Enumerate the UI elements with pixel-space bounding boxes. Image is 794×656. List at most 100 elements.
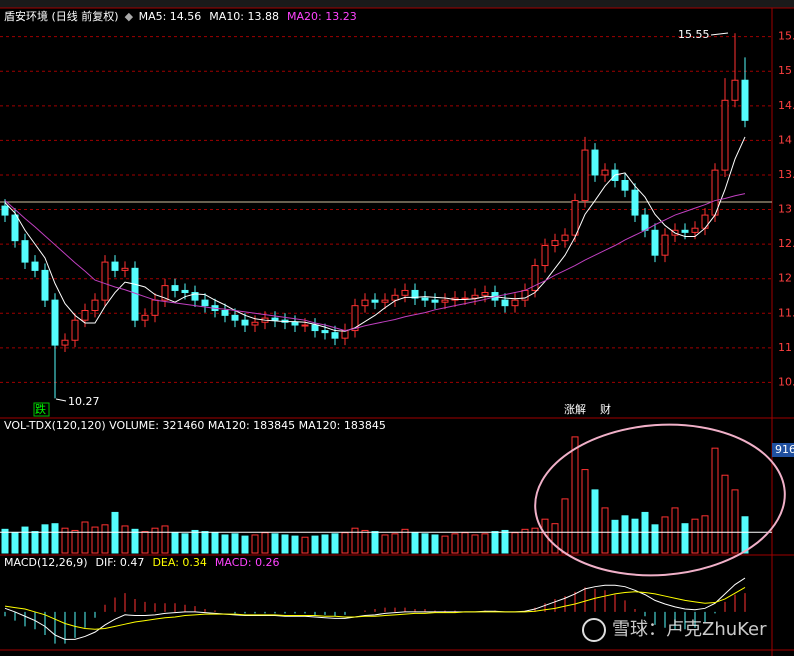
volume-bar — [721, 474, 729, 554]
candle-body — [1, 205, 9, 216]
volume-bar — [481, 533, 489, 554]
watermark-logo — [582, 618, 606, 642]
axis-label: 916 — [775, 443, 794, 456]
volume-bar — [551, 523, 559, 554]
candle-body — [291, 321, 299, 326]
candle-body — [361, 299, 369, 307]
volume-bar — [421, 533, 429, 554]
volume-bar — [251, 534, 259, 554]
candle-body — [541, 245, 549, 267]
chart-title: 盾安环境 (日线 前复权) — [4, 9, 119, 23]
candle-body — [561, 234, 569, 242]
candle-body — [371, 299, 379, 303]
volume-bar — [121, 525, 129, 554]
volume-bar — [61, 527, 69, 554]
volume-bar — [381, 534, 389, 554]
candle-body — [571, 200, 579, 236]
volume-bar — [231, 533, 239, 554]
y-tick-label: 10.5 — [778, 375, 794, 388]
candle-body — [721, 99, 729, 171]
highlight-circle — [534, 423, 786, 577]
candle-body — [351, 305, 359, 332]
volume-bar — [161, 525, 169, 554]
legend-item: MA5: 14.56 — [139, 10, 202, 23]
volume-bar — [521, 528, 529, 554]
volume-title: VOL-TDX(120,120) VOLUME: 321460 MA120: 1… — [4, 419, 386, 432]
volume-bar — [401, 528, 409, 554]
volume-bar — [361, 529, 369, 554]
y-tick-label: 13.5 — [778, 168, 794, 181]
volume-bar — [71, 529, 79, 554]
candle-body — [221, 310, 229, 316]
volume-bar — [651, 524, 659, 554]
candle-body — [31, 261, 39, 271]
legend-marker: ◆ — [125, 10, 134, 23]
volume-bar — [91, 526, 99, 554]
volume-bar — [571, 436, 579, 554]
candle-body — [651, 229, 659, 256]
y-tick-label: 12 — [778, 272, 792, 285]
candle-body — [11, 214, 19, 242]
volume-bar — [621, 515, 629, 554]
low-label: 10.27 — [68, 395, 100, 408]
volume-bar — [561, 498, 569, 554]
line — [4, 577, 746, 640]
volume-bar — [391, 533, 399, 554]
volume-bar — [411, 532, 419, 554]
volume-bar — [451, 533, 459, 554]
volume-bar — [181, 533, 189, 554]
candle-body — [21, 240, 29, 263]
volume-bar — [201, 531, 209, 554]
y-tick-label: 11.5 — [778, 306, 794, 319]
volume-bar — [31, 531, 39, 554]
legend-item: MA10: 13.88 — [209, 10, 279, 23]
y-tick-label: 15.5 — [778, 30, 794, 43]
y-tick-label: 14 — [778, 133, 792, 146]
volume-bar — [271, 533, 279, 554]
volume-bar — [711, 447, 719, 554]
volume-bar — [511, 532, 519, 554]
volume-bar — [101, 524, 109, 554]
line — [4, 193, 746, 332]
candle-body — [731, 79, 739, 101]
candle-body — [661, 234, 669, 256]
candle-body — [471, 294, 479, 299]
axis-box — [772, 443, 794, 457]
volume-bar — [351, 527, 359, 554]
volume-bar — [151, 527, 159, 554]
volume-bar — [631, 518, 639, 554]
volume-bar — [301, 536, 309, 554]
candle-body — [481, 292, 489, 296]
candle-body — [421, 297, 429, 301]
candle-body — [631, 189, 639, 216]
volume-bar — [671, 507, 679, 554]
candle-body — [61, 339, 69, 346]
volume-bar — [591, 489, 599, 554]
volume-bar — [431, 534, 439, 554]
candle-body — [391, 294, 399, 301]
candle-body — [441, 299, 449, 303]
volume-bar — [701, 515, 709, 554]
candle-body — [691, 227, 699, 233]
candle-body — [411, 289, 419, 299]
candle-body — [271, 317, 279, 321]
watermark: 雪球：卢克ZhuKer — [612, 619, 767, 640]
volume-bar — [461, 532, 469, 554]
legend-item: MACD(12,26,9) — [4, 556, 88, 569]
volume-bar — [661, 516, 669, 554]
volume-bar — [341, 532, 349, 554]
line — [4, 136, 746, 332]
high-label: 15.55 — [678, 28, 710, 41]
y-tick-label: 15 — [778, 64, 792, 77]
volume-bar — [311, 535, 319, 554]
legend-item: DEA: 0.34 — [152, 556, 206, 569]
volume-bar — [601, 507, 609, 554]
volume-bar — [611, 519, 619, 554]
candle-body — [201, 299, 209, 307]
y-tick-label: 11 — [778, 341, 792, 354]
candle-body — [621, 179, 629, 191]
volume-bar — [741, 516, 749, 554]
tag-box — [33, 402, 50, 417]
volume-bar — [41, 524, 49, 554]
